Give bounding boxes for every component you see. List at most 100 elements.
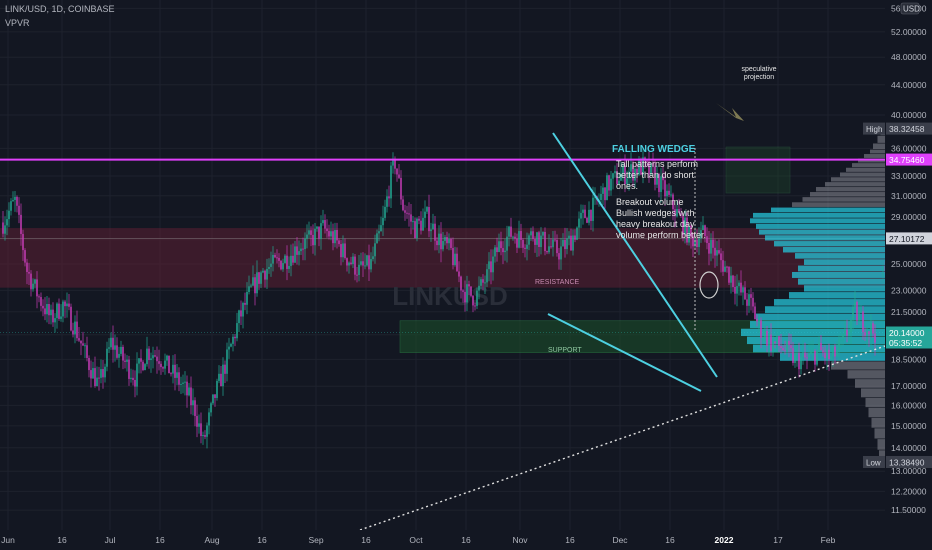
candle xyxy=(846,329,848,336)
candle xyxy=(816,350,818,365)
indicator-label[interactable]: VPVR xyxy=(5,18,30,28)
volume-profile-bar xyxy=(741,328,885,336)
candle xyxy=(778,336,780,347)
candle xyxy=(798,353,800,370)
candle xyxy=(24,250,26,263)
candle xyxy=(768,334,770,346)
candle xyxy=(416,218,418,239)
currency-label: USD xyxy=(903,5,920,14)
candle xyxy=(198,423,200,427)
candle xyxy=(162,367,164,369)
candle xyxy=(472,295,474,306)
candle xyxy=(466,284,468,303)
candle xyxy=(492,256,494,273)
candle xyxy=(420,220,422,231)
candle xyxy=(328,231,330,237)
candle xyxy=(306,234,308,239)
candle xyxy=(92,368,94,379)
candle xyxy=(438,233,440,246)
candle xyxy=(168,355,170,374)
candle xyxy=(260,272,262,284)
candle xyxy=(382,217,384,226)
candle xyxy=(106,348,108,367)
volume-profile-bar xyxy=(870,149,885,154)
candle xyxy=(660,176,662,192)
time-tick-label: 16 xyxy=(665,535,675,545)
candle xyxy=(564,239,566,250)
candle xyxy=(872,323,874,334)
price-tick-label: 15.00000 xyxy=(891,421,927,431)
candle xyxy=(736,286,738,294)
candle xyxy=(338,240,340,245)
candle xyxy=(500,241,502,249)
candle xyxy=(804,352,806,358)
candle xyxy=(618,180,620,185)
candle xyxy=(666,190,668,197)
candle xyxy=(782,348,784,351)
candle xyxy=(728,266,730,283)
candle xyxy=(212,394,214,404)
time-tick-label: Aug xyxy=(204,535,219,545)
candle xyxy=(46,304,48,315)
candle xyxy=(712,239,714,248)
symbol-title[interactable]: LINK/USD, 1D, COINBASE xyxy=(5,4,115,14)
candle xyxy=(64,301,66,307)
candle xyxy=(586,217,588,223)
candle xyxy=(312,234,314,246)
time-tick-label: Jun xyxy=(1,535,15,545)
candle xyxy=(200,423,202,437)
candle xyxy=(298,251,300,255)
candle xyxy=(826,349,828,359)
candle xyxy=(62,301,64,317)
volume-profile-bar xyxy=(789,292,885,299)
candle xyxy=(484,282,486,284)
candle xyxy=(456,253,458,272)
candle xyxy=(700,230,702,239)
candle xyxy=(704,225,706,237)
time-tick-label: Dec xyxy=(612,535,628,545)
candle xyxy=(242,302,244,317)
candle xyxy=(428,207,430,232)
candle xyxy=(408,213,410,215)
resistance-zone xyxy=(0,228,885,288)
candle xyxy=(152,355,154,359)
candle xyxy=(374,243,376,257)
candle xyxy=(360,261,362,265)
candle xyxy=(164,360,166,369)
candle xyxy=(88,357,90,371)
candle xyxy=(48,304,50,316)
zones xyxy=(0,146,886,353)
candle xyxy=(572,235,574,251)
candle xyxy=(426,207,428,212)
candle xyxy=(370,259,372,270)
candle xyxy=(240,310,242,317)
candle xyxy=(498,241,500,253)
price-tick-label: 29.00000 xyxy=(891,212,927,222)
candle xyxy=(388,196,390,199)
candle xyxy=(510,226,512,237)
candle xyxy=(462,290,464,292)
candle xyxy=(832,346,834,357)
candle xyxy=(358,264,360,276)
candle xyxy=(578,218,580,228)
candle xyxy=(352,256,354,265)
candle xyxy=(566,238,568,250)
low-price-tag xyxy=(886,455,932,468)
candle xyxy=(364,265,366,267)
candle xyxy=(470,286,472,296)
candle xyxy=(404,210,406,213)
candle xyxy=(794,354,796,363)
falling-wedge-title: FALLING WEDGE xyxy=(612,144,696,155)
candle xyxy=(104,366,106,378)
volume-profile-bar xyxy=(798,278,885,285)
candle xyxy=(710,239,712,254)
candle xyxy=(808,353,810,358)
candle xyxy=(518,231,520,248)
candle xyxy=(574,235,576,240)
time-tick-label: 16 xyxy=(461,535,471,545)
candle xyxy=(54,318,56,323)
candle xyxy=(166,355,168,361)
candle xyxy=(722,260,724,272)
candle xyxy=(820,342,822,351)
